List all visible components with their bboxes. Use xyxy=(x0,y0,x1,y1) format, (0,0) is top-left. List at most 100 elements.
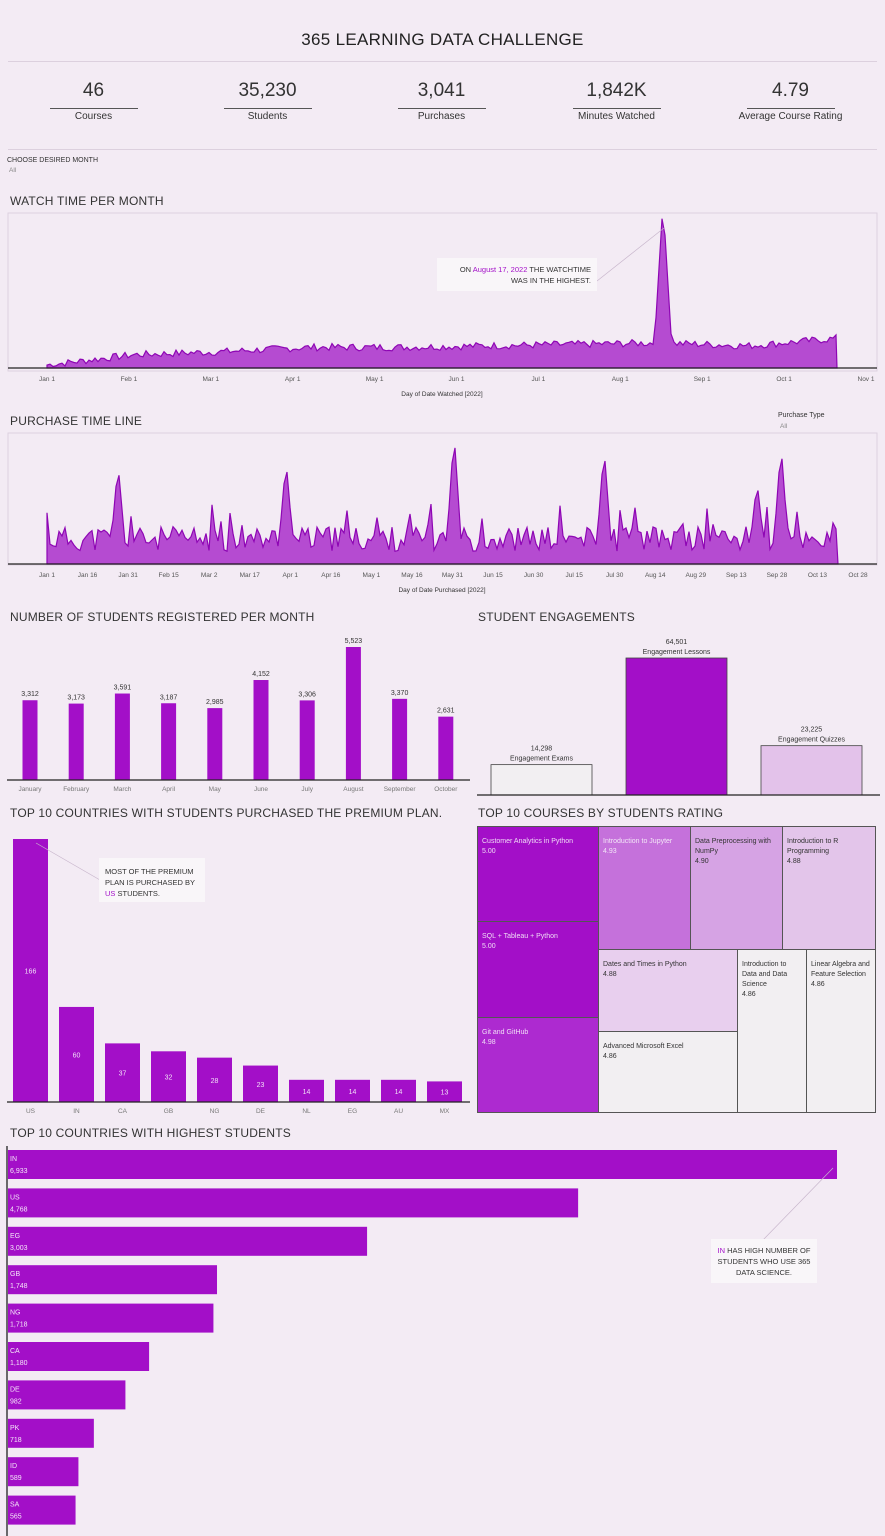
highest-bar[interactable] xyxy=(8,1342,150,1371)
treemap-cell[interactable]: Introduction to Jupyter 4.93 xyxy=(598,826,691,950)
course-name: Git and GitHub xyxy=(482,1029,529,1036)
registered-bar[interactable] xyxy=(299,700,315,780)
kpi-label: Courses xyxy=(74,111,113,122)
registered-month-label: June xyxy=(254,786,268,793)
purchase-x-tick: Feb 15 xyxy=(159,572,180,579)
treemap-cell[interactable]: Introduction to Data and Data Science 4.8… xyxy=(737,949,807,1113)
registered-value-label: 3,173 xyxy=(67,695,85,702)
highest-bar[interactable] xyxy=(8,1418,94,1448)
highest-value-label: 6,933 xyxy=(10,1168,28,1175)
watch-area xyxy=(46,218,838,369)
kpi-students: 35,230 Students xyxy=(179,80,356,122)
watch-x-tick: Jun 1 xyxy=(449,376,465,383)
course-rating: 4.86 xyxy=(742,991,756,998)
kpi-purchases: 3,041 Purchases xyxy=(353,80,530,122)
purchase-x-tick: Jun 30 xyxy=(524,572,544,579)
highest-bar[interactable] xyxy=(8,1380,126,1410)
course-name: Linear Algebra and Feature Selection xyxy=(811,961,870,978)
course-rating: 4.88 xyxy=(603,971,617,978)
highest-value-label: 982 xyxy=(10,1398,22,1405)
highest-bar[interactable] xyxy=(8,1265,218,1295)
course-name: Introduction to R Programming xyxy=(787,838,839,855)
registered-bar[interactable] xyxy=(207,708,223,780)
premium-bar[interactable] xyxy=(197,1057,232,1102)
premium-bar[interactable] xyxy=(289,1079,324,1102)
registered-bar[interactable] xyxy=(345,647,361,780)
course-rating: 5.00 xyxy=(482,943,496,950)
month-filter-select[interactable]: All xyxy=(9,167,17,174)
callout-text: MOST OF THE PREMIUM xyxy=(105,867,194,876)
purchase-xlabel: Day of Date Purchased [2022] xyxy=(398,587,485,594)
treemap-cell[interactable]: Git and GitHub 4.98 xyxy=(477,1017,599,1113)
kpi-value: 35,230 xyxy=(238,80,297,101)
registered-bar[interactable] xyxy=(68,703,84,780)
premium-bar[interactable] xyxy=(381,1079,416,1102)
treemap-cell[interactable]: SQL + Tableau + Python 5.00 xyxy=(477,921,599,1018)
watch-x-tick: Sep 1 xyxy=(694,376,711,383)
purchase-type-label: Purchase Type xyxy=(778,412,825,419)
course-rating: 5.00 xyxy=(482,848,496,855)
premium-value-label: 60 xyxy=(73,1052,81,1059)
premium-value-label: 28 xyxy=(211,1078,219,1085)
registered-value-label: 3,370 xyxy=(391,690,409,697)
registered-month-label: January xyxy=(18,786,42,793)
engagement-bar[interactable] xyxy=(625,657,728,796)
highest-chart: IN 6,933 US 4,768 EG 3,003 GB 1,748 NG 1,718 CA 1,1… xyxy=(6,1146,837,1536)
highest-bar[interactable] xyxy=(8,1188,579,1218)
course-name: Introduction to Data and Data Science xyxy=(742,961,788,988)
premium-country-label: CA xyxy=(118,1108,128,1115)
premium-bar[interactable] xyxy=(335,1079,370,1102)
kpi-label: Average Course Rating xyxy=(738,111,843,122)
watch-x-tick: May 1 xyxy=(366,376,384,383)
premium-country-label: AU xyxy=(394,1108,403,1115)
purchase-type-select[interactable]: All xyxy=(780,423,788,430)
purchase-x-tick: Apr 16 xyxy=(321,572,341,579)
registered-bar[interactable] xyxy=(438,716,454,780)
engagement-bar[interactable] xyxy=(760,745,863,796)
registered-bar[interactable] xyxy=(161,703,177,780)
purchase-x-tick: Mar 2 xyxy=(201,572,218,579)
treemap-cell[interactable]: Introduction to R Programming 4.88 xyxy=(782,826,876,950)
treemap-cell[interactable]: Customer Analytics in Python 5.00 xyxy=(477,826,599,922)
highest-country-label: SA xyxy=(10,1502,20,1509)
premium-bar[interactable] xyxy=(13,839,48,1102)
premium-bar[interactable] xyxy=(59,1006,94,1102)
watch-section-title: WATCH TIME PER MONTH xyxy=(10,194,164,208)
premium-value-label: 13 xyxy=(441,1090,449,1097)
kpi-rule xyxy=(397,108,486,109)
highest-bar[interactable] xyxy=(8,1150,837,1179)
treemap-cell[interactable]: Data Preprocessing with NumPy 4.90 xyxy=(690,826,783,950)
course-name: Data Preprocessing with NumPy xyxy=(695,838,771,855)
highest-bar[interactable] xyxy=(8,1303,214,1333)
purchase-x-tick: Mar 17 xyxy=(240,572,261,579)
watch-xlabel: Day of Date Watched [2022] xyxy=(401,391,483,398)
highest-bar[interactable] xyxy=(8,1495,76,1525)
premium-value-label: 32 xyxy=(165,1075,173,1082)
callout-text: THE WATCHTIME xyxy=(529,265,591,274)
purchase-x-tick: Jan 31 xyxy=(118,572,138,579)
registered-bar[interactable] xyxy=(392,698,408,780)
treemap-cell[interactable]: Linear Algebra and Feature Selection 4.86 xyxy=(806,949,876,1113)
purchase-chart: Jan 1 Jan 16 Jan 31 Feb 15 Mar 2 Mar 17 Apr 1 A… xyxy=(7,432,878,594)
engagement-category-label: Engagement Exams xyxy=(510,756,574,763)
registered-month-label: February xyxy=(63,786,90,793)
engagement-bar[interactable] xyxy=(490,764,593,796)
premium-bar[interactable] xyxy=(243,1065,278,1102)
highest-bar[interactable] xyxy=(8,1457,79,1487)
registered-bar[interactable] xyxy=(22,700,38,780)
premium-bar[interactable] xyxy=(151,1051,186,1102)
course-rating: 4.98 xyxy=(482,1039,496,1046)
purchase-x-tick: Oct 28 xyxy=(848,572,868,579)
registered-bar[interactable] xyxy=(114,693,130,780)
highest-bar[interactable] xyxy=(8,1226,368,1256)
registered-bar[interactable] xyxy=(253,680,269,780)
course-rating: 4.86 xyxy=(811,981,825,988)
premium-country-label: IN xyxy=(73,1108,80,1115)
kpi-value: 4.79 xyxy=(772,80,809,101)
treemap-cell[interactable]: Dates and Times in Python 4.88 xyxy=(598,949,738,1032)
watch-x-tick: Mar 1 xyxy=(202,376,219,383)
premium-bar[interactable] xyxy=(427,1081,462,1102)
engagement-chart: 14,298 Engagement Exams 64,501 Engagement L… xyxy=(477,639,880,796)
treemap-cell[interactable]: Advanced Microsoft Excel 4.86 xyxy=(598,1031,738,1113)
premium-bar[interactable] xyxy=(105,1043,140,1102)
